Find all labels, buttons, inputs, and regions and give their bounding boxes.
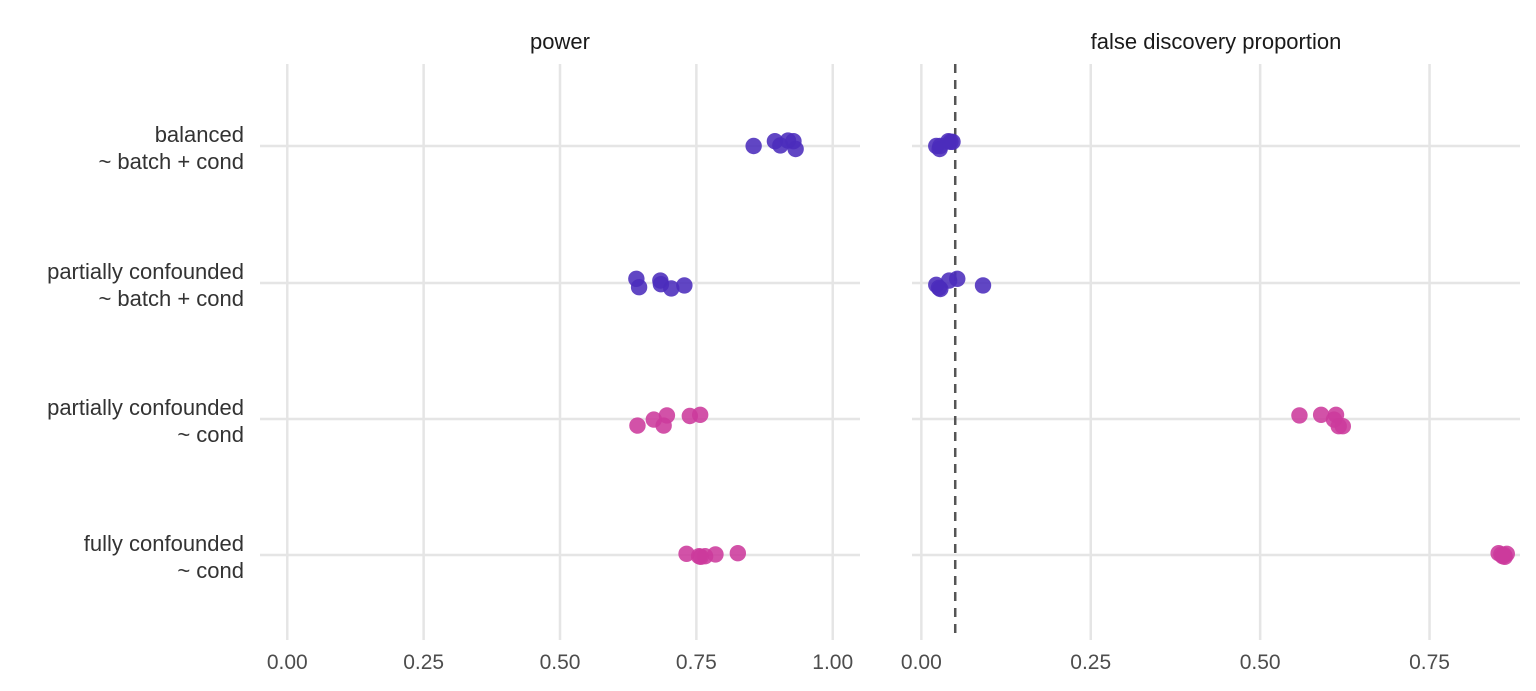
row-label-formula: ~ cond: [177, 558, 244, 583]
x-tick-label: 1.00: [812, 651, 853, 674]
data-point: [974, 277, 992, 294]
data-point: [630, 279, 648, 296]
row-label-formula: ~ cond: [177, 422, 244, 447]
x-tick-label: 0.50: [540, 651, 581, 674]
data-point: [949, 270, 966, 287]
data-point: [658, 407, 676, 424]
x-tick-label: 0.00: [901, 651, 942, 674]
x-tick-label: 0.50: [1240, 651, 1281, 674]
data-point: [663, 280, 680, 297]
panel-title: power: [530, 29, 590, 54]
data-point: [745, 137, 762, 155]
row-label-design: partially confounded: [47, 395, 244, 420]
fdp-panel: false discovery proportion 0.00 0.25 0.50 0.…: [901, 29, 1520, 674]
data-point: [676, 277, 693, 294]
x-tick-label: 0.00: [267, 651, 308, 674]
row-label-formula: ~ batch + cond: [98, 286, 244, 311]
data-point: [629, 417, 646, 434]
data-point: [729, 545, 747, 562]
data-point: [678, 545, 695, 562]
data-point: [1334, 418, 1352, 435]
data-point: [787, 140, 804, 158]
data-point: [1498, 545, 1515, 562]
x-tick-label: 0.25: [403, 651, 444, 674]
data-point: [1291, 407, 1308, 424]
panel-title: false discovery proportion: [1091, 29, 1342, 54]
data-point: [691, 406, 709, 423]
row-label-design: balanced: [155, 122, 244, 147]
x-tick-label: 0.75: [676, 651, 717, 674]
row-label-design: fully confounded: [84, 531, 244, 556]
x-tick-label: 0.75: [1409, 651, 1450, 674]
data-point: [1312, 406, 1330, 423]
row-label-formula: ~ batch + cond: [98, 149, 244, 174]
data-point: [944, 133, 961, 150]
data-point: [707, 546, 724, 563]
power-panel: power 0.00 0.25 0.50 0.75 1.00: [260, 29, 860, 674]
row-label-design: partially confounded: [47, 259, 244, 284]
x-tick-label: 0.25: [1070, 651, 1111, 674]
